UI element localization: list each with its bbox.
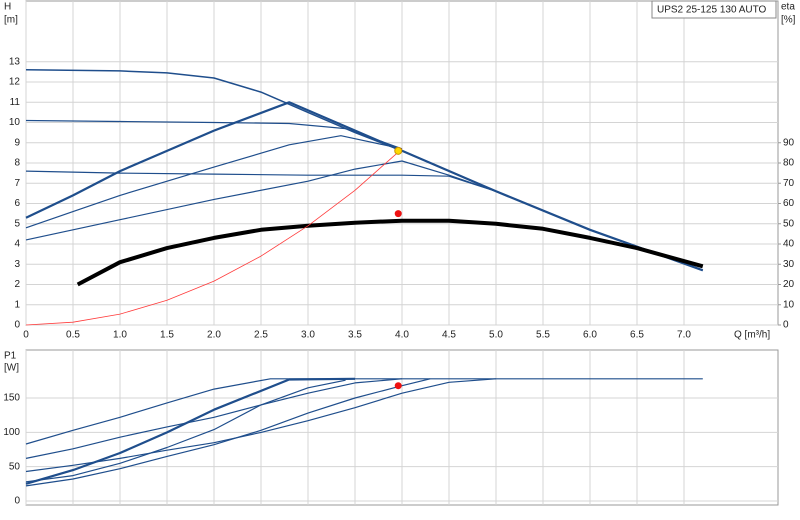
x-tick-label: 6.5 [630,330,644,341]
y2-unit: [%] [781,15,796,26]
y-tick-label: 0 [14,496,20,507]
x-tick-label: 4.5 [442,330,456,341]
y-tick-label: 9 [14,137,20,148]
x-tick-label: 2.5 [254,330,268,341]
y-tick-label: 150 [3,393,20,404]
x-tick-label: 5.0 [489,330,503,341]
x-label: Q [m³/h] [734,330,770,341]
y-tick-label: 5 [14,218,20,229]
x-tick-label: 6.0 [583,330,597,341]
y2-tick-label: 40 [783,239,795,250]
y-label: H [4,2,11,13]
curve [25,135,403,229]
y-tick-label: 3 [14,259,20,270]
x-tick-label: 2.0 [207,330,221,341]
y2-tick-label: 70 [783,178,795,189]
y2-tick-label: 20 [783,279,795,290]
y2-tick-label: 10 [783,299,795,310]
duty-point [394,146,403,155]
curve [25,378,403,459]
y-tick-label: 100 [3,427,20,438]
curve [25,160,497,241]
curve [25,101,704,272]
y-tick-label: 8 [14,158,20,169]
duty-point [394,382,402,390]
y-unit: [m] [4,15,18,26]
y2-tick-label: 60 [783,198,795,209]
x-tick-label: 1.0 [113,330,127,341]
x-tick-label: 7.0 [677,330,691,341]
curve [25,148,403,326]
curve [25,378,431,487]
y-unit: [W] [4,363,19,374]
y2-tick-label: 30 [783,259,795,270]
y-tick-label: 12 [9,77,21,88]
y-tick-label: 11 [10,97,21,108]
x-tick-label: 4.0 [395,330,409,341]
curve [76,218,704,287]
duty-point [394,210,402,218]
title-box [651,0,777,19]
y-tick-label: 10 [9,117,21,128]
y2-tick-label: 90 [783,137,795,148]
curve [25,170,497,192]
y-tick-label: 50 [9,461,21,472]
x-tick-label: 3.0 [301,330,315,341]
x-tick-label: 5.5 [536,330,550,341]
y-tick-label: 7 [14,178,20,189]
y2-label: eta [781,2,795,13]
y-tick-label: 2 [14,279,20,290]
x-tick-label: 3.5 [348,330,362,341]
y2-tick-label: 0 [783,320,789,331]
curve [25,379,346,483]
y-tick-label: 4 [14,239,20,250]
y-tick-label: 0 [14,320,20,331]
x-tick-label: 0 [23,330,29,341]
y-label: P1 [4,351,17,362]
y-tick-label: 13 [9,56,21,67]
x-tick-label: 0.5 [66,330,80,341]
y-tick-label: 6 [14,198,20,209]
y2-tick-label: 80 [783,158,795,169]
curve [25,378,497,473]
curve [25,119,403,150]
chart-title: UPS2 25-125 130 AUTO [657,5,767,16]
x-tick-label: 1.5 [160,330,174,341]
curve [25,377,356,485]
y-tick-label: 1 [14,299,20,310]
y2-tick-label: 50 [783,218,795,229]
